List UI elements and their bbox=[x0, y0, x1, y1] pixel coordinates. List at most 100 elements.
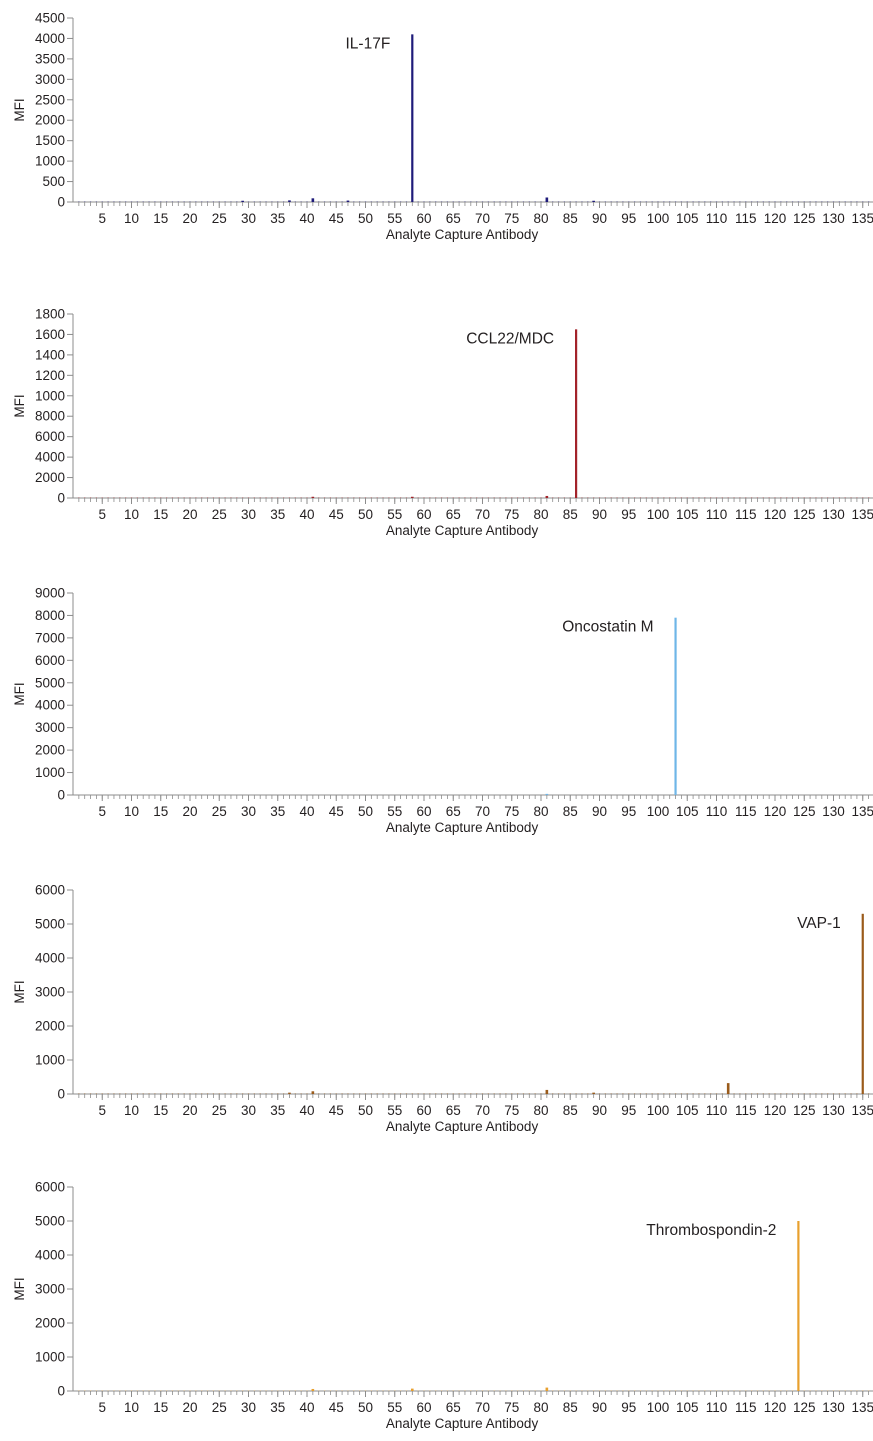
bar-baseline bbox=[265, 1390, 267, 1391]
bar-baseline bbox=[148, 497, 150, 498]
bar-baseline bbox=[856, 1093, 858, 1094]
bar-baseline bbox=[751, 201, 753, 202]
bar-baseline bbox=[552, 497, 554, 498]
bar-baseline bbox=[610, 497, 612, 498]
bar-baseline bbox=[552, 201, 554, 202]
bar-baseline bbox=[206, 1390, 209, 1391]
x-tick-label: 135 bbox=[851, 1400, 873, 1415]
bar-baseline bbox=[821, 1093, 823, 1094]
bar-baseline bbox=[774, 497, 776, 498]
bar-baseline bbox=[400, 497, 402, 498]
bar-baseline bbox=[751, 1390, 753, 1391]
bar-baseline bbox=[136, 497, 138, 498]
bar-baseline bbox=[206, 1093, 209, 1094]
bar-baseline bbox=[610, 1390, 612, 1391]
bar-baseline bbox=[230, 1093, 232, 1094]
bar-baseline bbox=[95, 1390, 97, 1391]
bar-baseline bbox=[698, 201, 700, 202]
y-tick-label: 2000 bbox=[35, 743, 65, 758]
bar-baseline bbox=[189, 497, 191, 498]
bar-baseline bbox=[206, 201, 209, 202]
x-tick-label: 100 bbox=[647, 507, 670, 522]
bar-baseline bbox=[844, 1093, 846, 1094]
x-tick-label: 50 bbox=[358, 211, 373, 226]
bar-baseline bbox=[160, 201, 162, 202]
bar-baseline bbox=[499, 497, 501, 498]
x-tick-label: 130 bbox=[822, 211, 845, 226]
bar-baseline bbox=[815, 201, 817, 202]
bar-baseline bbox=[364, 201, 367, 202]
bar-baseline bbox=[868, 1093, 870, 1094]
bar-baseline bbox=[534, 497, 536, 498]
x-tick-label: 25 bbox=[212, 1103, 227, 1118]
bar-baseline bbox=[505, 497, 507, 498]
bar-baseline bbox=[189, 201, 191, 202]
bar-baseline bbox=[212, 1390, 214, 1391]
bar-baseline bbox=[423, 1093, 425, 1094]
bar-baseline bbox=[364, 1390, 367, 1391]
x-tick-label: 100 bbox=[647, 1400, 670, 1415]
bar-37 bbox=[288, 200, 291, 202]
bar-baseline bbox=[230, 1390, 232, 1391]
x-tick-label: 115 bbox=[735, 1103, 757, 1118]
bar-baseline bbox=[487, 497, 489, 498]
bar-baseline bbox=[405, 1093, 408, 1094]
bar-baseline bbox=[458, 1093, 460, 1094]
bar-baseline bbox=[762, 1390, 764, 1391]
x-tick-label: 120 bbox=[764, 804, 787, 819]
bar-baseline bbox=[177, 1093, 179, 1094]
bar-baseline bbox=[353, 1093, 355, 1094]
x-tick-label: 105 bbox=[676, 1103, 699, 1118]
bar-baseline bbox=[376, 1390, 378, 1391]
bar-baseline bbox=[171, 1093, 174, 1094]
bar-baseline bbox=[148, 201, 150, 202]
bar-baseline bbox=[698, 497, 700, 498]
bar-baseline bbox=[253, 497, 255, 498]
x-tick-label: 100 bbox=[647, 1103, 670, 1118]
bar-baseline bbox=[645, 1093, 647, 1094]
x-tick-label: 95 bbox=[621, 1400, 636, 1415]
bar-baseline bbox=[756, 201, 759, 202]
bar-baseline bbox=[218, 1390, 220, 1391]
y-tick-label: 4000 bbox=[35, 698, 65, 713]
bar-baseline bbox=[78, 201, 80, 202]
y-axis-title: MFI bbox=[12, 394, 27, 417]
bar-baseline bbox=[306, 497, 308, 498]
peak-label: Thrombospondin-2 bbox=[646, 1222, 776, 1239]
bar-baseline bbox=[89, 201, 92, 202]
x-tick-label: 15 bbox=[153, 1103, 168, 1118]
chart-panel-5: 0 1000 2000 3000 4000 5000 6000 5 10 15 20 25 30 35 40… bbox=[12, 1180, 873, 1431]
x-tick-label: 110 bbox=[706, 211, 728, 226]
bar-81 bbox=[545, 1387, 549, 1391]
x-tick-label: 95 bbox=[621, 804, 636, 819]
y-tick-label: 5000 bbox=[35, 1214, 65, 1229]
bar-baseline bbox=[288, 1390, 291, 1391]
bar-baseline bbox=[183, 201, 185, 202]
bar-baseline bbox=[850, 1390, 852, 1391]
x-tick-label: 105 bbox=[676, 804, 699, 819]
bar-baseline bbox=[247, 497, 250, 498]
bar-baseline bbox=[557, 1093, 560, 1094]
x-tick-label: 135 bbox=[851, 211, 873, 226]
bar-baseline bbox=[663, 1390, 665, 1391]
bar-baseline bbox=[827, 497, 829, 498]
bar-81 bbox=[545, 495, 549, 498]
peak-label: VAP-1 bbox=[797, 915, 841, 932]
x-tick-label: 130 bbox=[822, 1103, 845, 1118]
bar-baseline bbox=[265, 201, 267, 202]
bar-baseline bbox=[394, 1390, 396, 1391]
y-tick-label: 6000 bbox=[35, 429, 65, 444]
bar-baseline bbox=[452, 497, 454, 498]
bar-baseline bbox=[505, 1093, 507, 1094]
x-tick-label: 65 bbox=[446, 804, 461, 819]
x-tick-label: 15 bbox=[153, 507, 168, 522]
bar-baseline bbox=[768, 1390, 770, 1391]
bar-baseline bbox=[710, 1390, 712, 1391]
bar-baseline bbox=[628, 1093, 630, 1094]
y-tick-label: 9000 bbox=[35, 586, 65, 601]
bar-baseline bbox=[552, 1093, 554, 1094]
bar-baseline bbox=[534, 1093, 536, 1094]
bar-baseline bbox=[329, 1390, 331, 1391]
x-tick-label: 45 bbox=[329, 804, 344, 819]
bar-baseline bbox=[493, 1390, 495, 1391]
